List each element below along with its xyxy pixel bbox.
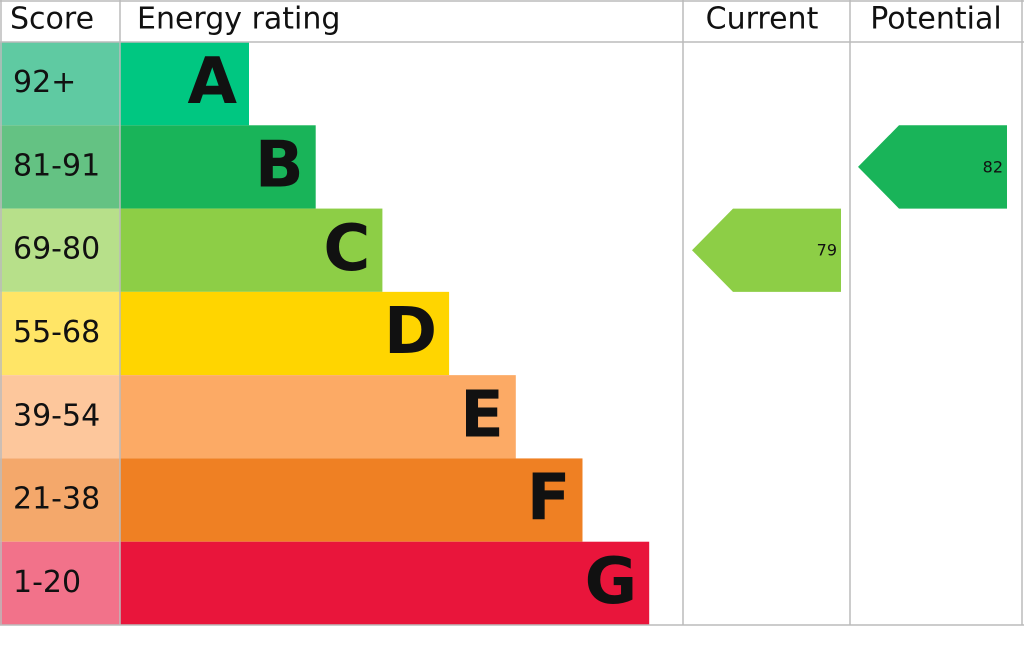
score-range: 92+: [13, 65, 76, 100]
score-cell: [0, 291, 120, 376]
rating-bar: [120, 291, 450, 376]
rating-value: 82: [983, 157, 1003, 176]
score-cell: [0, 42, 120, 126]
rating-bar: [120, 458, 583, 542]
score-cell: [0, 458, 120, 542]
rating-arrow: [692, 208, 841, 292]
score-cell: [0, 541, 120, 625]
score-range: 69-80: [13, 232, 100, 267]
score-cell: [0, 375, 120, 459]
rating-letter: C: [323, 212, 370, 286]
score-range: 1-20: [13, 565, 81, 600]
header-potential: Potential: [870, 2, 1001, 37]
rating-letter: F: [527, 462, 571, 536]
rating-letter: G: [585, 545, 638, 619]
score-range: 55-68: [13, 315, 100, 350]
rating-bar: [120, 541, 650, 625]
rating-letter: D: [384, 295, 437, 369]
rating-value: 79: [817, 241, 837, 260]
rating-letter: B: [255, 129, 304, 203]
header-score: Score: [10, 2, 94, 37]
score-range: 21-38: [13, 482, 100, 517]
rating-bar: [120, 125, 316, 209]
header-rating: Energy rating: [137, 2, 340, 37]
score-cell: [0, 208, 120, 292]
rating-bar: [120, 375, 516, 459]
header-current: Current: [706, 2, 819, 37]
score-range: 39-54: [13, 398, 100, 433]
rating-bar: [120, 42, 249, 126]
rating-letter: A: [187, 45, 237, 119]
rating-bar: [120, 208, 383, 292]
score-range: 81-91: [13, 148, 100, 183]
score-cell: [0, 125, 120, 209]
rating-arrow: [858, 125, 1007, 209]
rating-letter: E: [460, 378, 504, 452]
